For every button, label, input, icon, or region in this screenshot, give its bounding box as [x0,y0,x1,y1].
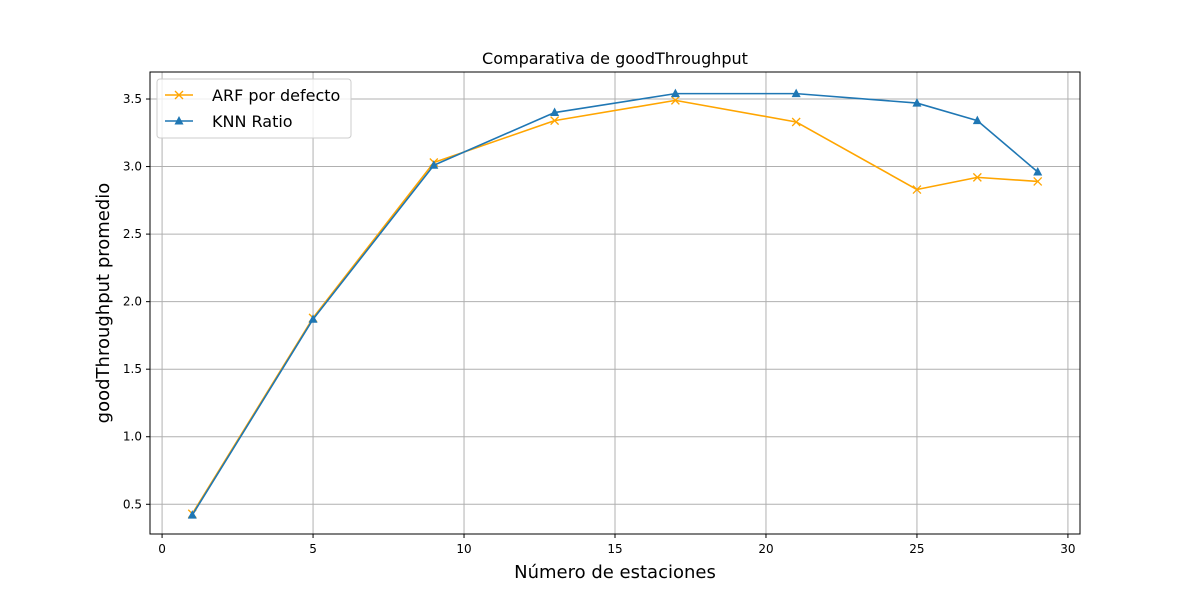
y-tick-label: 2.5 [123,227,142,241]
legend-item: KNN Ratio [165,112,293,131]
legend-label: ARF por defecto [212,86,340,105]
x-tick-label: 15 [607,542,622,556]
data-point [912,185,922,194]
x-tick-label: 0 [158,542,166,556]
data-point [187,510,197,519]
chart-title: Comparativa de goodThroughput [482,49,748,68]
data-point [1033,176,1043,186]
x-tick-label: 25 [909,542,924,556]
axis-ticks: 0 5 10 15 20 25 30 0.5 1.0 1.5 2.0 2.5 3.0 3.5 [123,92,1076,556]
legend-marker [174,90,184,100]
y-tick-label: 0.5 [123,497,142,511]
grid-lines [150,72,1080,534]
y-tick-label: 1.5 [123,362,142,376]
legend-label: KNN Ratio [212,112,293,131]
x-tick-label: 5 [309,542,317,556]
series-layer [187,88,1043,519]
x-tick-label: 30 [1060,542,1075,556]
data-point [550,107,560,117]
data-point [972,172,982,182]
data-point [308,314,318,323]
legend-box [156,78,352,139]
legend-marker [174,116,184,125]
series-knn [187,88,1043,519]
data-point [912,98,922,107]
legend: ARF por defecto KNN Ratio [156,78,352,139]
data-point [791,117,801,127]
x-tick-label: 10 [456,542,471,556]
data-point [791,88,801,98]
data-point [429,160,439,169]
y-tick-label: 1.0 [123,430,142,444]
data-point [670,95,680,105]
data-point [972,115,982,125]
x-axis-title: Número de estaciones [514,562,716,583]
data-point [1033,166,1043,176]
y-axis-title: goodThroughput promedio [93,183,114,424]
data-point [550,116,560,126]
y-tick-label: 3.0 [123,160,142,174]
y-tick-label: 2.0 [123,295,142,309]
y-tick-label: 3.5 [123,92,142,106]
data-point [670,88,680,98]
x-tick-label: 20 [758,542,773,556]
legend-item: ARF por defecto [165,86,340,105]
